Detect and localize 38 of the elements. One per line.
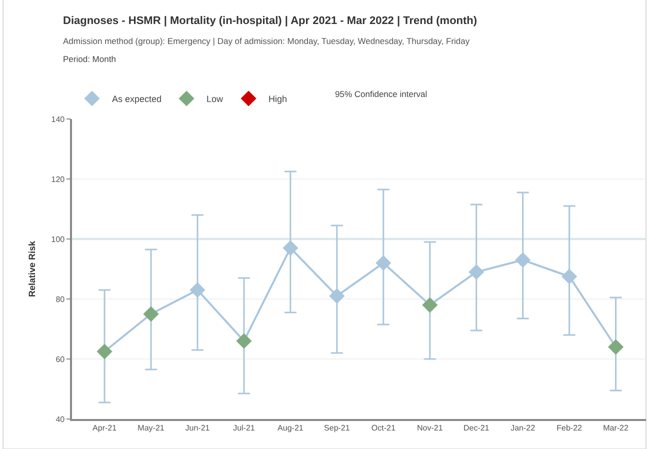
- point: [329, 288, 345, 304]
- x-tick-label: Aug-21: [278, 423, 304, 432]
- point: [422, 297, 438, 313]
- chart-subtitle: Admission method (group): Emergency | Day of admission: Monday, Tuesday, Wednesday, Thursday, Friday: [63, 36, 470, 46]
- y-tick-label: 100: [51, 234, 66, 244]
- x-tick-label: May-21: [138, 423, 165, 432]
- x-tick-label: Jun-21: [185, 423, 210, 432]
- point: [468, 264, 484, 280]
- x-tick-label: Feb-22: [556, 423, 583, 432]
- point: [562, 268, 578, 284]
- point: [608, 339, 624, 355]
- x-tick-label: Jan-22: [510, 423, 536, 432]
- y-axis-title: Relative Risk: [27, 240, 38, 298]
- y-tick-label: 80: [56, 294, 66, 304]
- point: [376, 255, 392, 271]
- legend-label: As expected: [112, 94, 162, 104]
- legend-label: Low: [206, 94, 224, 104]
- point: [282, 240, 298, 256]
- y-tick-label: 40: [56, 414, 66, 424]
- x-tick-label: Mar-22: [603, 423, 630, 432]
- legend-label: High: [268, 94, 288, 104]
- text: Period: Month: [63, 54, 116, 64]
- point: [143, 306, 159, 322]
- y-tick-label: 140: [51, 114, 66, 124]
- y-tick-label: 120: [51, 174, 66, 184]
- point: [515, 252, 531, 268]
- text: 95% Confidence interval: [335, 89, 428, 99]
- x-tick-label: Dec-21: [463, 423, 490, 432]
- x-tick-label: Sep-21: [324, 423, 350, 432]
- point: [190, 282, 206, 298]
- x-tick-label: Nov-21: [416, 423, 444, 432]
- x-tick-label: Oct-21: [371, 423, 396, 432]
- point: [96, 344, 112, 360]
- chart-title: Diagnoses - HSMR | Mortality (in-hospital) | Apr 2021 - Mar 2022 | Trend (month): [63, 15, 478, 27]
- y-tick-label: 60: [56, 354, 66, 364]
- x-tick-label: Jul-21: [233, 423, 256, 432]
- x-tick-label: Apr-21: [92, 423, 118, 432]
- point: [236, 333, 252, 349]
